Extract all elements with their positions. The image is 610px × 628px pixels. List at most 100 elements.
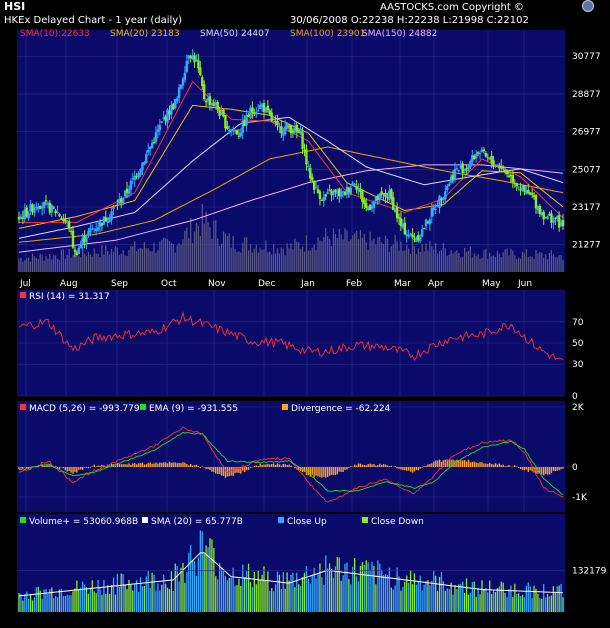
candle-body bbox=[463, 168, 466, 171]
candle-body bbox=[222, 109, 225, 117]
volume-legend-swatch bbox=[142, 517, 148, 523]
candle-body bbox=[420, 229, 424, 237]
sma100-line bbox=[18, 146, 564, 243]
candle-body bbox=[307, 166, 310, 168]
candle-body bbox=[73, 249, 77, 252]
candle-body bbox=[135, 175, 138, 178]
candle-body bbox=[449, 176, 453, 183]
candle-body bbox=[145, 154, 148, 163]
candle-body bbox=[33, 207, 36, 214]
candle-body bbox=[382, 193, 385, 195]
candle-body bbox=[251, 107, 254, 113]
candle-body bbox=[93, 228, 96, 230]
candle-body bbox=[274, 120, 277, 123]
candle-body bbox=[384, 192, 387, 197]
month-label: May bbox=[482, 279, 501, 289]
rsi-line bbox=[18, 311, 564, 361]
month-label: Feb bbox=[346, 279, 362, 289]
candle-body bbox=[249, 107, 252, 118]
candle-body bbox=[75, 252, 79, 256]
candle-body bbox=[129, 180, 133, 191]
candle-body bbox=[214, 102, 217, 105]
candle-body bbox=[359, 188, 362, 192]
candle-body bbox=[405, 234, 408, 237]
candle-body bbox=[532, 195, 536, 198]
candle-body bbox=[64, 218, 67, 222]
rsi-legend-swatch bbox=[20, 292, 26, 298]
price-tick-label: 30777 bbox=[572, 52, 601, 62]
candle-body bbox=[293, 127, 297, 133]
candle-body bbox=[228, 129, 231, 131]
candle-body bbox=[204, 100, 208, 103]
candle-body bbox=[527, 190, 530, 194]
candle-body bbox=[229, 129, 233, 132]
candle-body bbox=[77, 248, 81, 255]
candle-body bbox=[291, 130, 295, 133]
candle-body bbox=[312, 180, 316, 190]
candle-body bbox=[476, 152, 480, 154]
candle-body bbox=[507, 175, 511, 177]
candle-body bbox=[91, 228, 94, 230]
candle-body bbox=[31, 204, 34, 212]
candle-body bbox=[386, 197, 389, 199]
candle-body bbox=[519, 189, 522, 191]
candle-body bbox=[245, 114, 248, 126]
candle-body bbox=[147, 149, 150, 153]
candle-body bbox=[370, 206, 374, 209]
chart-symbol: HSI bbox=[4, 0, 25, 13]
candle-body bbox=[108, 217, 111, 223]
candle-body bbox=[168, 111, 171, 115]
candle-body bbox=[459, 165, 462, 169]
candle-body bbox=[559, 222, 563, 226]
candle-body bbox=[511, 174, 515, 183]
candle-body bbox=[212, 102, 216, 107]
candle-body bbox=[322, 196, 325, 202]
candle-body bbox=[220, 111, 223, 115]
candle-body bbox=[139, 169, 142, 175]
candle-body bbox=[37, 206, 40, 210]
candle-body bbox=[118, 199, 121, 204]
candle-body bbox=[23, 209, 26, 220]
month-label: Jul bbox=[19, 279, 31, 289]
candle-body bbox=[365, 203, 368, 208]
price-tick-label: 25077 bbox=[572, 165, 601, 175]
candle-body bbox=[509, 174, 513, 176]
macd-legend-item: MACD (5,26) = -993.779 bbox=[29, 404, 140, 414]
price-legend-item: SMA(50) 24407 bbox=[200, 29, 270, 39]
sma150-line bbox=[18, 164, 564, 253]
volume-legend-item: Close Down bbox=[371, 517, 424, 527]
candle-body bbox=[530, 192, 534, 195]
month-label: Oct bbox=[161, 279, 177, 289]
macd-legend-item: EMA (9) = -931.555 bbox=[149, 404, 238, 414]
candle-body bbox=[455, 168, 459, 170]
candle-body bbox=[299, 130, 302, 135]
candle-body bbox=[320, 199, 324, 201]
candle-body bbox=[110, 211, 113, 220]
candle-body bbox=[46, 203, 50, 205]
candle-body bbox=[202, 84, 206, 100]
candle-body bbox=[141, 162, 144, 171]
candle-body bbox=[181, 78, 185, 86]
price-legend-item: SMA(150) 24882 bbox=[362, 29, 437, 39]
candle-body bbox=[345, 186, 349, 195]
candle-body bbox=[561, 220, 565, 227]
candle-body bbox=[492, 160, 495, 166]
candle-body bbox=[226, 126, 229, 130]
candle-body bbox=[253, 112, 256, 115]
candle-body bbox=[336, 190, 339, 194]
candle-body bbox=[79, 244, 82, 249]
candle-body bbox=[513, 182, 516, 184]
candle-body bbox=[257, 110, 260, 112]
candle-body bbox=[341, 191, 345, 193]
rsi-legend-item: RSI (14) = 31.317 bbox=[29, 292, 110, 302]
candle-body bbox=[177, 87, 181, 98]
candle-body bbox=[255, 111, 258, 115]
candle-body bbox=[339, 191, 343, 197]
candle-body bbox=[505, 170, 509, 175]
candle-body bbox=[424, 219, 428, 227]
candle-body bbox=[544, 217, 547, 219]
candle-body bbox=[272, 120, 275, 122]
candle-body bbox=[422, 228, 426, 230]
candle-body bbox=[83, 235, 86, 242]
